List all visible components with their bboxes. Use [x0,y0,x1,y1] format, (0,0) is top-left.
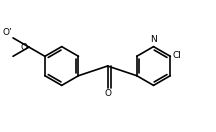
Text: O: O [104,89,111,98]
Text: O’: O’ [2,28,12,37]
Text: Cl: Cl [172,51,181,60]
Text: O: O [21,43,28,52]
Text: N: N [150,35,157,44]
